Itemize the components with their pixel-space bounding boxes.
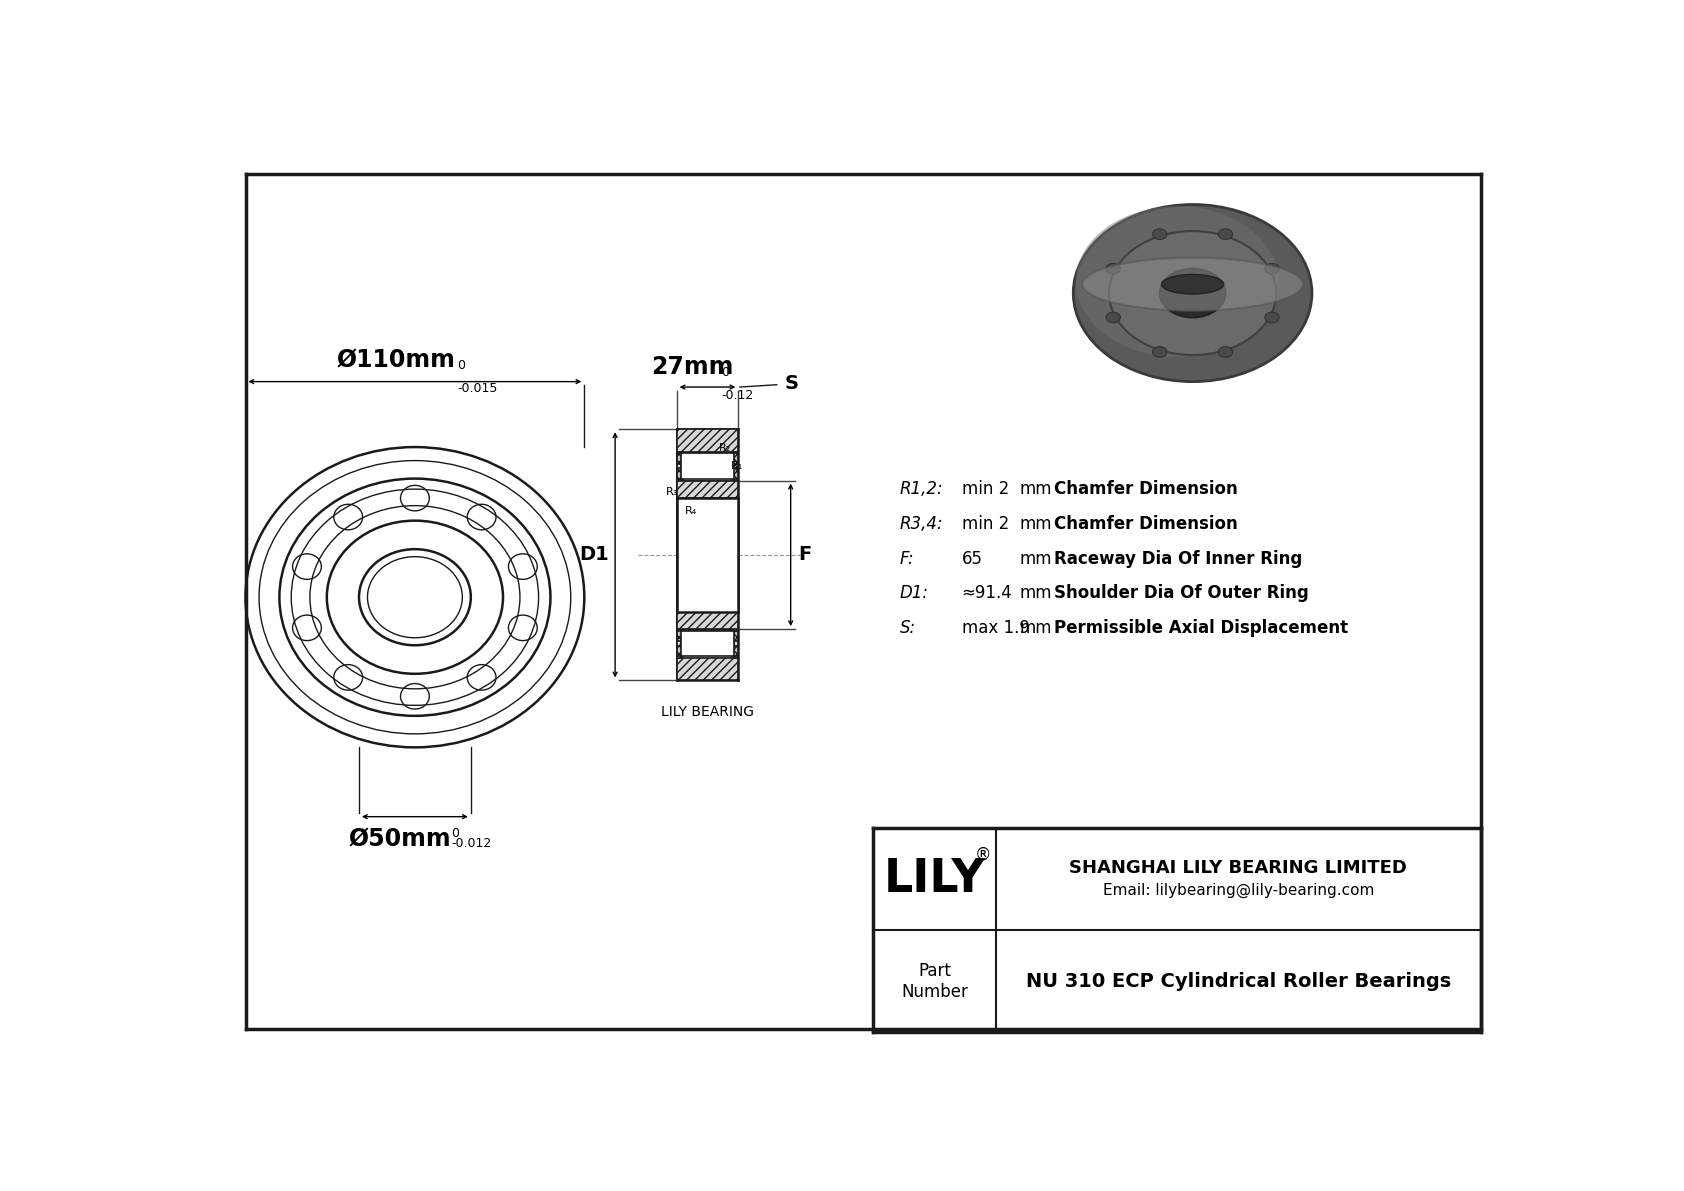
Text: 0: 0 (458, 360, 465, 373)
Text: R1,2:: R1,2: (899, 480, 943, 498)
Text: min 2: min 2 (962, 480, 1009, 498)
Text: LILY BEARING: LILY BEARING (662, 705, 754, 719)
Text: R₃: R₃ (665, 487, 679, 497)
Text: mm: mm (1019, 515, 1052, 534)
Bar (733, 630, 738, 641)
Text: 0: 0 (721, 367, 729, 380)
Text: mm: mm (1019, 585, 1052, 603)
Ellipse shape (1106, 263, 1120, 274)
Bar (733, 454, 738, 464)
Bar (677, 468, 684, 479)
Bar (682, 630, 734, 656)
Text: -0.012: -0.012 (451, 837, 492, 849)
Ellipse shape (1076, 206, 1278, 357)
Bar (677, 630, 684, 641)
Text: mm: mm (1019, 550, 1052, 568)
Text: Ø110mm: Ø110mm (337, 349, 455, 373)
Text: -0.12: -0.12 (721, 388, 754, 401)
Text: R₄: R₄ (684, 505, 697, 516)
Text: 0: 0 (451, 828, 460, 841)
Text: Chamfer Dimension: Chamfer Dimension (1054, 480, 1238, 498)
Bar (677, 430, 738, 451)
Text: Permissible Axial Displacement: Permissible Axial Displacement (1054, 619, 1349, 637)
Ellipse shape (1110, 231, 1276, 355)
Bar (734, 451, 738, 657)
Text: Email: lilybearing@lily-bearing.com: Email: lilybearing@lily-bearing.com (1103, 883, 1374, 898)
Text: max 1.9: max 1.9 (962, 619, 1029, 637)
Text: S: S (785, 374, 798, 393)
Text: Shoulder Dia Of Outer Ring: Shoulder Dia Of Outer Ring (1054, 585, 1308, 603)
Ellipse shape (1162, 274, 1224, 294)
Text: Part
Number: Part Number (901, 962, 968, 1000)
Text: mm: mm (1019, 480, 1052, 498)
Bar (677, 454, 684, 464)
Text: Ø50mm: Ø50mm (349, 828, 451, 852)
Text: LILY: LILY (884, 856, 985, 902)
Text: 65: 65 (962, 550, 982, 568)
Text: R3,4:: R3,4: (899, 515, 943, 534)
Text: -0.015: -0.015 (458, 381, 498, 394)
Text: ≈91.4: ≈91.4 (962, 585, 1012, 603)
Ellipse shape (1218, 229, 1233, 239)
Text: 27mm: 27mm (652, 355, 733, 380)
Bar (733, 468, 738, 479)
Text: R₂: R₂ (719, 443, 731, 454)
Ellipse shape (1083, 257, 1303, 311)
Text: D1: D1 (579, 545, 610, 565)
Text: SHANGHAI LILY BEARING LIMITED: SHANGHAI LILY BEARING LIMITED (1069, 860, 1408, 878)
Ellipse shape (1152, 229, 1167, 239)
Text: mm: mm (1019, 619, 1052, 637)
Bar (677, 481, 738, 498)
Text: min 2: min 2 (962, 515, 1009, 534)
Bar (677, 646, 684, 656)
Ellipse shape (1265, 312, 1280, 323)
Ellipse shape (1152, 347, 1167, 357)
Text: D1:: D1: (899, 585, 930, 603)
Text: NU 310 ECP Cylindrical Roller Bearings: NU 310 ECP Cylindrical Roller Bearings (1026, 972, 1452, 991)
Ellipse shape (1160, 269, 1226, 318)
Text: F:: F: (899, 550, 914, 568)
Text: F: F (798, 545, 812, 565)
Bar (677, 657, 738, 680)
Ellipse shape (1106, 312, 1120, 323)
Text: S:: S: (899, 619, 916, 637)
Ellipse shape (1265, 263, 1280, 274)
Bar (682, 454, 734, 479)
Ellipse shape (1073, 205, 1312, 381)
Bar (733, 646, 738, 656)
Bar (677, 498, 738, 612)
Text: Chamfer Dimension: Chamfer Dimension (1054, 515, 1238, 534)
Bar (677, 612, 738, 629)
Bar (677, 451, 682, 657)
Text: R₁: R₁ (731, 461, 743, 470)
Text: ®: ® (975, 846, 992, 863)
Ellipse shape (1218, 347, 1233, 357)
Text: Raceway Dia Of Inner Ring: Raceway Dia Of Inner Ring (1054, 550, 1302, 568)
